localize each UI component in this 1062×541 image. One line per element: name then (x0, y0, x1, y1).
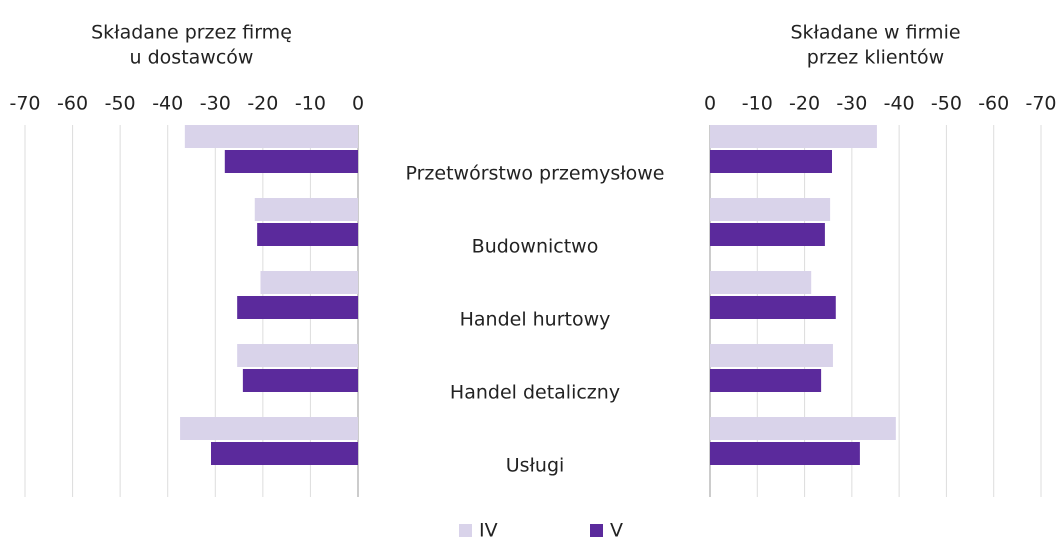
panel-title: przez klientów (807, 47, 944, 69)
bar (237, 296, 358, 319)
x-tick-label: -70 (1025, 93, 1056, 115)
x-tick-label: 0 (704, 93, 716, 115)
legend-swatch (459, 524, 472, 537)
bar (254, 198, 358, 221)
x-tick-label: -10 (295, 93, 326, 115)
category-label: Przetwórstwo przemysłowe (405, 163, 664, 185)
x-tick-label: -20 (789, 93, 820, 115)
panel-title: Składane w firmie (790, 22, 960, 44)
bar (710, 442, 860, 465)
bar (710, 344, 833, 367)
bar (180, 417, 358, 440)
bar (710, 125, 877, 148)
category-label: Usługi (506, 455, 565, 477)
legend-label: V (610, 520, 623, 541)
x-tick-label: 0 (352, 93, 364, 115)
panel-title: u dostawców (130, 47, 254, 69)
bar (184, 125, 358, 148)
bar (710, 223, 825, 246)
bar (710, 271, 812, 294)
panel-title: Składane przez firmę (91, 22, 292, 44)
x-tick-label: -10 (742, 93, 773, 115)
bar (211, 442, 358, 465)
bar (224, 150, 358, 173)
category-label: Budownictwo (472, 236, 599, 258)
x-tick-label: -40 (884, 93, 915, 115)
legend-swatch (590, 524, 603, 537)
bar (710, 198, 831, 221)
bar (257, 223, 358, 246)
bar (242, 369, 358, 392)
x-tick-label: -50 (105, 93, 136, 115)
bar (237, 344, 358, 367)
bar (260, 271, 358, 294)
legend-label: IV (479, 520, 498, 541)
category-label: Handel hurtowy (460, 309, 611, 331)
x-tick-label: -60 (57, 93, 88, 115)
x-tick-label: -30 (200, 93, 231, 115)
category-label: Handel detaliczny (450, 382, 620, 404)
x-tick-label: -60 (978, 93, 1009, 115)
bar (710, 417, 896, 440)
x-tick-label: -30 (836, 93, 867, 115)
bar (710, 296, 836, 319)
x-tick-label: -40 (152, 93, 183, 115)
bar (710, 150, 832, 173)
x-tick-label: -70 (9, 93, 40, 115)
x-tick-label: -20 (247, 93, 278, 115)
bar (710, 369, 822, 392)
x-tick-label: -50 (931, 93, 962, 115)
